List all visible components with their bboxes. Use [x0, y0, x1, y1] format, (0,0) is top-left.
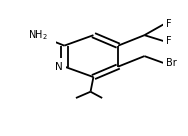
Text: NH$_2$: NH$_2$: [28, 28, 48, 42]
Text: Br: Br: [166, 58, 177, 68]
Text: F: F: [166, 36, 172, 47]
Text: N: N: [55, 62, 63, 72]
Text: F: F: [166, 19, 172, 29]
